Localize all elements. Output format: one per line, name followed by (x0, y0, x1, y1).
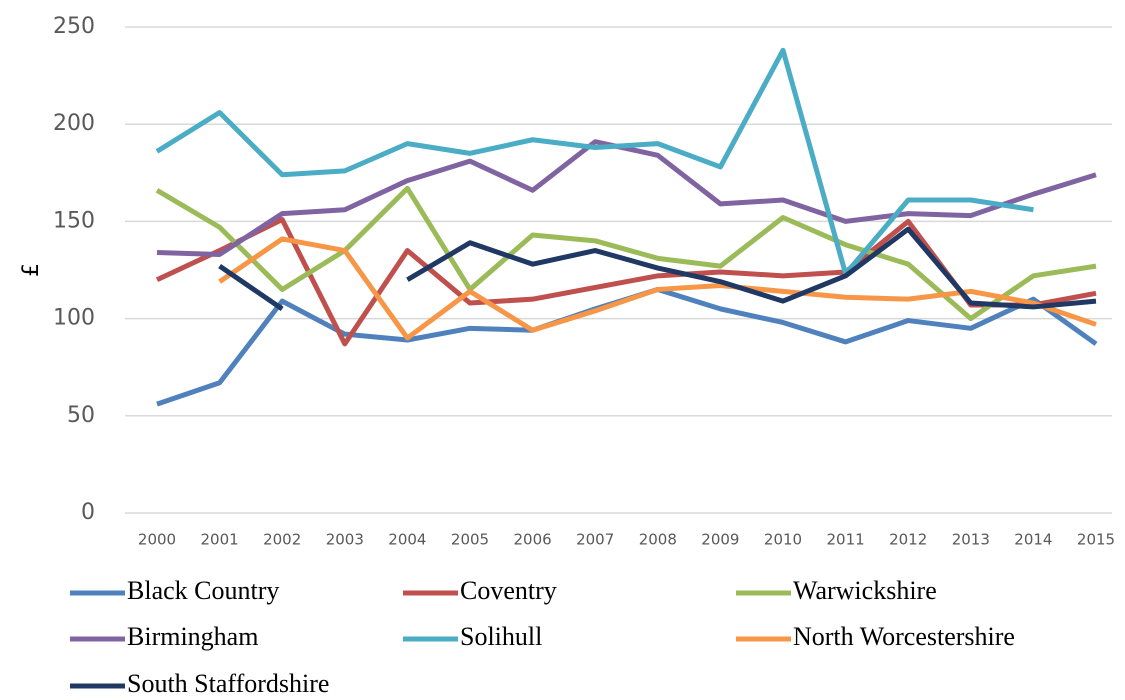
y-axis-label: £ (19, 263, 44, 277)
y-tick-label: 50 (67, 403, 95, 428)
series-line (155, 185, 1097, 322)
series-line (218, 236, 1097, 341)
x-tick-label: 2015 (1077, 531, 1115, 549)
y-tick-label: 250 (53, 14, 95, 39)
legend-label: Solihull (460, 622, 542, 651)
x-tick-label: 2011 (827, 531, 865, 549)
y-tick-label: 100 (53, 306, 95, 331)
x-tick-label: 2014 (1014, 531, 1052, 549)
x-tick-label: 2002 (263, 531, 301, 549)
legend-label: Black Country (127, 576, 279, 605)
series-line (156, 139, 1097, 257)
legend-label: North Worcestershire (793, 622, 1015, 651)
y-tick-label: 200 (53, 111, 95, 136)
x-tick-label: 2013 (952, 531, 990, 549)
x-tick-label: 2005 (451, 531, 489, 549)
x-tick-label: 2008 (639, 531, 677, 549)
x-tick-label: 2007 (576, 531, 614, 549)
x-tick-label: 2000 (138, 531, 176, 549)
x-tick-label: 2006 (514, 531, 552, 549)
x-tick-label: 2001 (201, 531, 239, 549)
legend-label: Birmingham (127, 622, 258, 651)
legend-label: Warwickshire (793, 576, 937, 605)
x-tick-label: 2004 (388, 531, 426, 549)
series-line (218, 226, 1097, 311)
x-tick-label: 2012 (889, 531, 927, 549)
series-line (155, 47, 1034, 277)
x-tick-label: 2010 (764, 531, 802, 549)
legend-label: Coventry (460, 576, 557, 605)
x-tick-label: 2003 (326, 531, 364, 549)
y-tick-label: 0 (81, 500, 95, 525)
x-tick-label: 2009 (701, 531, 739, 549)
y-tick-label: 150 (53, 208, 95, 233)
legend-label: South Staffordshire (127, 669, 329, 698)
